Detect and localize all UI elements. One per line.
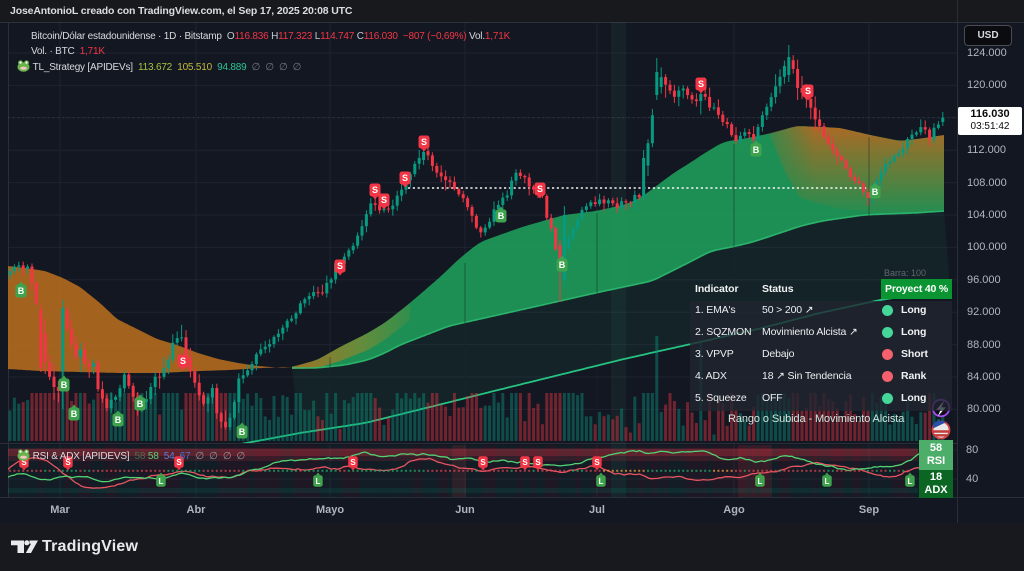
svg-text:B: B bbox=[559, 260, 566, 270]
svg-text:S: S bbox=[176, 458, 182, 467]
svg-text:L: L bbox=[316, 477, 321, 486]
svg-text:L: L bbox=[908, 477, 913, 486]
svg-text:L: L bbox=[825, 477, 830, 486]
svg-text:S: S bbox=[594, 458, 600, 467]
svg-text:B: B bbox=[872, 187, 879, 197]
svg-text:L: L bbox=[758, 477, 763, 486]
svg-text:S: S bbox=[65, 458, 71, 467]
svg-text:S: S bbox=[180, 356, 186, 366]
svg-text:S: S bbox=[421, 137, 427, 147]
svg-text:B: B bbox=[498, 211, 505, 221]
svg-text:S: S bbox=[372, 185, 378, 195]
svg-text:S: S bbox=[537, 184, 543, 194]
svg-text:S: S bbox=[698, 79, 704, 89]
svg-text:S: S bbox=[805, 86, 811, 96]
svg-text:B: B bbox=[239, 427, 246, 437]
svg-text:B: B bbox=[71, 409, 78, 419]
svg-text:S: S bbox=[402, 173, 408, 183]
svg-text:S: S bbox=[480, 458, 486, 467]
svg-text:B: B bbox=[753, 145, 760, 155]
svg-text:S: S bbox=[535, 458, 541, 467]
svg-text:S: S bbox=[522, 458, 528, 467]
svg-text:S: S bbox=[337, 261, 343, 271]
svg-text:S: S bbox=[350, 458, 356, 467]
svg-text:L: L bbox=[159, 477, 164, 486]
svg-text:B: B bbox=[137, 399, 144, 409]
svg-text:S: S bbox=[381, 195, 387, 205]
svg-text:B: B bbox=[61, 380, 68, 390]
svg-text:L: L bbox=[599, 477, 604, 486]
svg-text:B: B bbox=[18, 286, 25, 296]
svg-text:S: S bbox=[21, 458, 27, 467]
svg-text:B: B bbox=[115, 415, 122, 425]
